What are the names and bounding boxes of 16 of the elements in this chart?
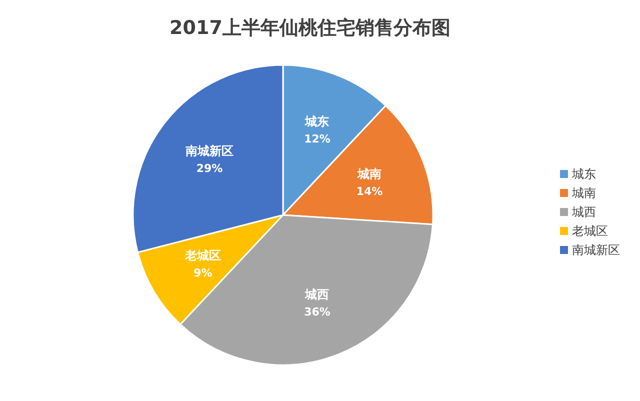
data-label: 12% <box>304 132 330 146</box>
title: 2017上半年仙桃住宅销售分布图 <box>170 17 450 39</box>
data-label: 9% <box>194 266 212 280</box>
legend-label: 城东 <box>571 167 596 181</box>
slice-label: 老城区 <box>184 248 221 262</box>
data-label: 36% <box>304 305 330 318</box>
data-label: 14% <box>356 184 383 198</box>
slice-label: 南城新区 <box>184 144 234 158</box>
data-label: 29% <box>196 162 223 175</box>
legend-label: 南城新区 <box>572 243 620 257</box>
slice-label: 城西 <box>304 287 330 302</box>
slice-label: 城东 <box>304 114 330 129</box>
legend-label: 城西 <box>571 205 596 219</box>
slice-label: 城南 <box>356 166 382 181</box>
legend-label: 老城区 <box>572 224 608 238</box>
legend-label: 城南 <box>571 186 596 200</box>
